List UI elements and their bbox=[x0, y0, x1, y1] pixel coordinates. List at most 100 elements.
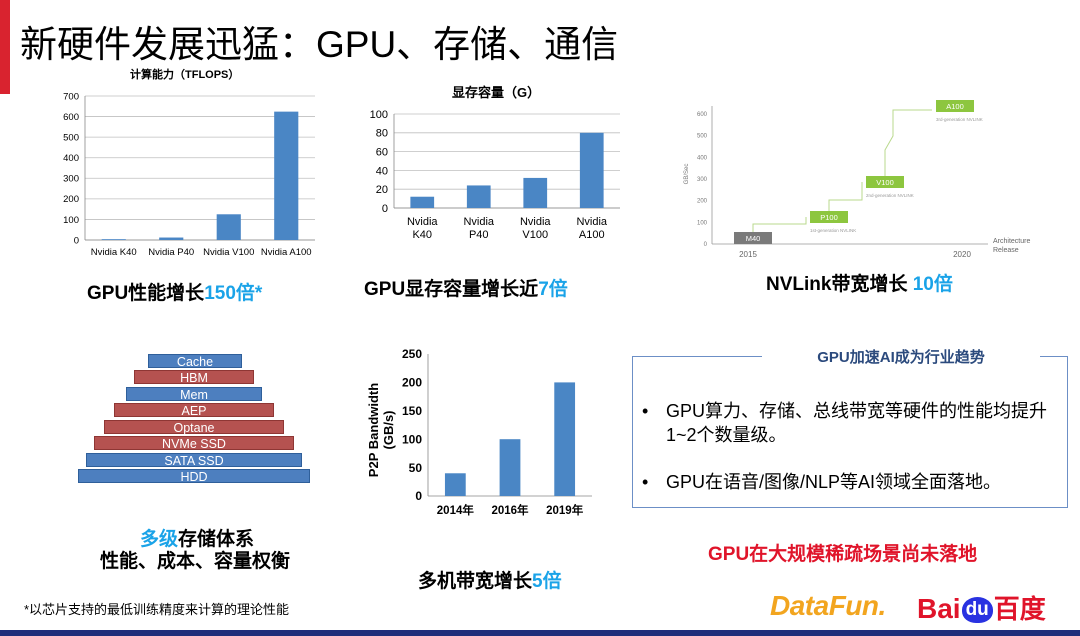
caption-gpu-mem: GPU显存容量增长近7倍 bbox=[364, 274, 568, 301]
nvlink-step-line bbox=[828, 182, 863, 211]
pyramid-tier: SATA SSD bbox=[86, 453, 302, 468]
nvlink-chip-box bbox=[936, 100, 974, 112]
nvlink-chip-label: M40 bbox=[746, 234, 761, 243]
bar bbox=[554, 382, 576, 496]
y-tick-label: 500 bbox=[63, 132, 79, 143]
slide-title: 新硬件发展迅猛：GPU、存储、通信 bbox=[20, 24, 619, 65]
warning-text: GPU在大规模稀疏场景尚未落地 bbox=[708, 544, 978, 565]
nvlink-chip-label: P100 bbox=[820, 213, 838, 222]
baidu-logo-text: Bai bbox=[917, 593, 961, 624]
caption-highlight: 10倍 bbox=[912, 274, 953, 295]
nvlink-chip-label: A100 bbox=[946, 102, 964, 111]
caption-text: 多机带宽增长 bbox=[418, 571, 533, 592]
y-axis-title: (GB/s) bbox=[381, 411, 396, 450]
bar bbox=[466, 185, 491, 208]
bottom-border bbox=[0, 630, 1080, 636]
y-tick-label: 400 bbox=[697, 155, 708, 161]
pyramid-tier: Cache bbox=[148, 354, 242, 369]
baidu-paw-icon: du bbox=[961, 597, 993, 623]
chart-compute-title: 计算能力（TFLOPS） bbox=[130, 69, 240, 81]
nvlink-note: 3rd-generation NVLINK bbox=[936, 117, 983, 122]
pyramid-tier: Optane bbox=[104, 420, 284, 435]
caption-text: GPU显存容量增长近 bbox=[364, 279, 539, 300]
y-tick-label: 0 bbox=[382, 203, 388, 215]
x-tick-label: Nvidia K40 bbox=[91, 247, 137, 258]
caption-bandwidth: 多机带宽增长5倍 bbox=[418, 566, 562, 593]
x-tick-label: A100 bbox=[579, 229, 605, 241]
footnote: *以芯片支持的最低训练精度来计算的理论性能 bbox=[24, 602, 290, 617]
y-tick-label: 60 bbox=[376, 146, 388, 158]
caption-nvlink: NVLink带宽增长 10倍 bbox=[766, 269, 953, 296]
nvlink-step-line bbox=[752, 217, 807, 232]
x-tick-label: Nvidia bbox=[463, 216, 494, 228]
pyramid-tier: NVMe SSD bbox=[94, 436, 294, 451]
caption-gpu-perf: GPU性能增长150倍* bbox=[87, 278, 262, 305]
bullet-1: • GPU算力、存储、总线带宽等硬件的性能均提升1~2个数量级。 bbox=[642, 399, 1060, 447]
y-tick-label: 300 bbox=[63, 174, 79, 185]
y-axis-title: GB/Sec bbox=[684, 164, 690, 185]
x-tick-label: 2015 bbox=[739, 250, 757, 259]
y-tick-label: 600 bbox=[63, 112, 79, 123]
bar bbox=[101, 239, 126, 240]
y-tick-label: 100 bbox=[402, 432, 422, 446]
bullet-text: GPU算力、存储、总线带宽等硬件的性能均提升1~2个数量级。 bbox=[666, 401, 1048, 445]
y-tick-label: 80 bbox=[376, 128, 388, 140]
x-tick-label: 2020 bbox=[953, 250, 971, 259]
y-tick-label: 0 bbox=[74, 235, 79, 246]
y-tick-label: 200 bbox=[697, 199, 708, 205]
y-tick-label: 500 bbox=[697, 134, 708, 140]
bar bbox=[579, 132, 604, 208]
x-tick-label: Nvidia bbox=[576, 216, 607, 228]
caption-highlight: 多级 bbox=[140, 529, 179, 550]
x-tick-label: Nvidia bbox=[407, 216, 438, 228]
x-tick-label: K40 bbox=[412, 229, 432, 241]
y-tick-label: 0 bbox=[415, 489, 422, 503]
y-tick-label: 50 bbox=[409, 461, 423, 475]
pyramid-tier: HBM bbox=[134, 370, 254, 385]
bullet-text: GPU在语音/图像/NLP等AI领域全面落地。 bbox=[666, 472, 1002, 492]
nvlink-note: 1st-generation NVLINK bbox=[810, 228, 856, 233]
bar bbox=[444, 473, 466, 496]
x-tick-label: 2014年 bbox=[437, 503, 475, 517]
bar bbox=[523, 177, 548, 208]
y-tick-label: 400 bbox=[63, 153, 79, 164]
baidu-logo-chinese: 百度 bbox=[993, 594, 1046, 624]
x-tick-label: V100 bbox=[522, 229, 548, 241]
datafun-logo: DataFun. bbox=[770, 590, 886, 621]
bullet-dot: • bbox=[642, 472, 649, 492]
y-tick-label: 20 bbox=[376, 184, 388, 196]
x-tick-label: P40 bbox=[469, 229, 489, 241]
bullet-dot: • bbox=[642, 401, 649, 421]
summary-box-title: GPU加速AI成为行业趋势 bbox=[762, 346, 1040, 367]
caption-highlight: 5倍 bbox=[532, 571, 562, 592]
nvlink-chip-box bbox=[734, 232, 772, 244]
baidu-logo: Bai du 百度 bbox=[917, 589, 1046, 626]
bullet-2: • GPU在语音/图像/NLP等AI领域全面落地。 bbox=[642, 470, 1060, 494]
y-tick-label: 700 bbox=[63, 91, 79, 102]
x-tick-label: 2019年 bbox=[546, 503, 584, 517]
y-tick-label: 150 bbox=[402, 404, 422, 418]
nvlink-step-line bbox=[884, 109, 932, 176]
x-axis-title: Release bbox=[993, 247, 1019, 254]
y-tick-label: 40 bbox=[376, 165, 388, 177]
y-tick-label: 100 bbox=[370, 109, 388, 121]
x-tick-label: Nvidia bbox=[520, 216, 551, 228]
y-tick-label: 200 bbox=[402, 376, 422, 390]
caption-highlight: 7倍 bbox=[538, 279, 568, 300]
pyramid-tier: AEP bbox=[114, 403, 274, 418]
nvlink-chip-box bbox=[810, 211, 848, 223]
y-tick-label: 250 bbox=[402, 347, 422, 361]
y-tick-label: 200 bbox=[63, 194, 79, 205]
chart-bandwidth: 0 50 100 150 200 250 2014年 2016年 2019年 P2P Bandwi… bbox=[366, 347, 592, 517]
x-tick-label: Nvidia V100 bbox=[203, 247, 254, 258]
caption-text: NVLink带宽增长 bbox=[766, 274, 913, 295]
x-tick-label: Nvidia P40 bbox=[148, 247, 194, 258]
caption-text: GPU性能增长 bbox=[87, 283, 205, 304]
caption-storage: 多级存储体系 bbox=[140, 524, 254, 551]
y-tick-label: 100 bbox=[63, 215, 79, 226]
pyramid-tier: Mem bbox=[126, 387, 262, 402]
pyramid-tier: HDD bbox=[78, 469, 310, 484]
chart-compute: 0 100 200 300 400 500 600 700 Nvidia K40 Nvidia P… bbox=[63, 91, 315, 258]
bar bbox=[499, 439, 521, 496]
nvlink-chip-label: V100 bbox=[876, 178, 894, 187]
